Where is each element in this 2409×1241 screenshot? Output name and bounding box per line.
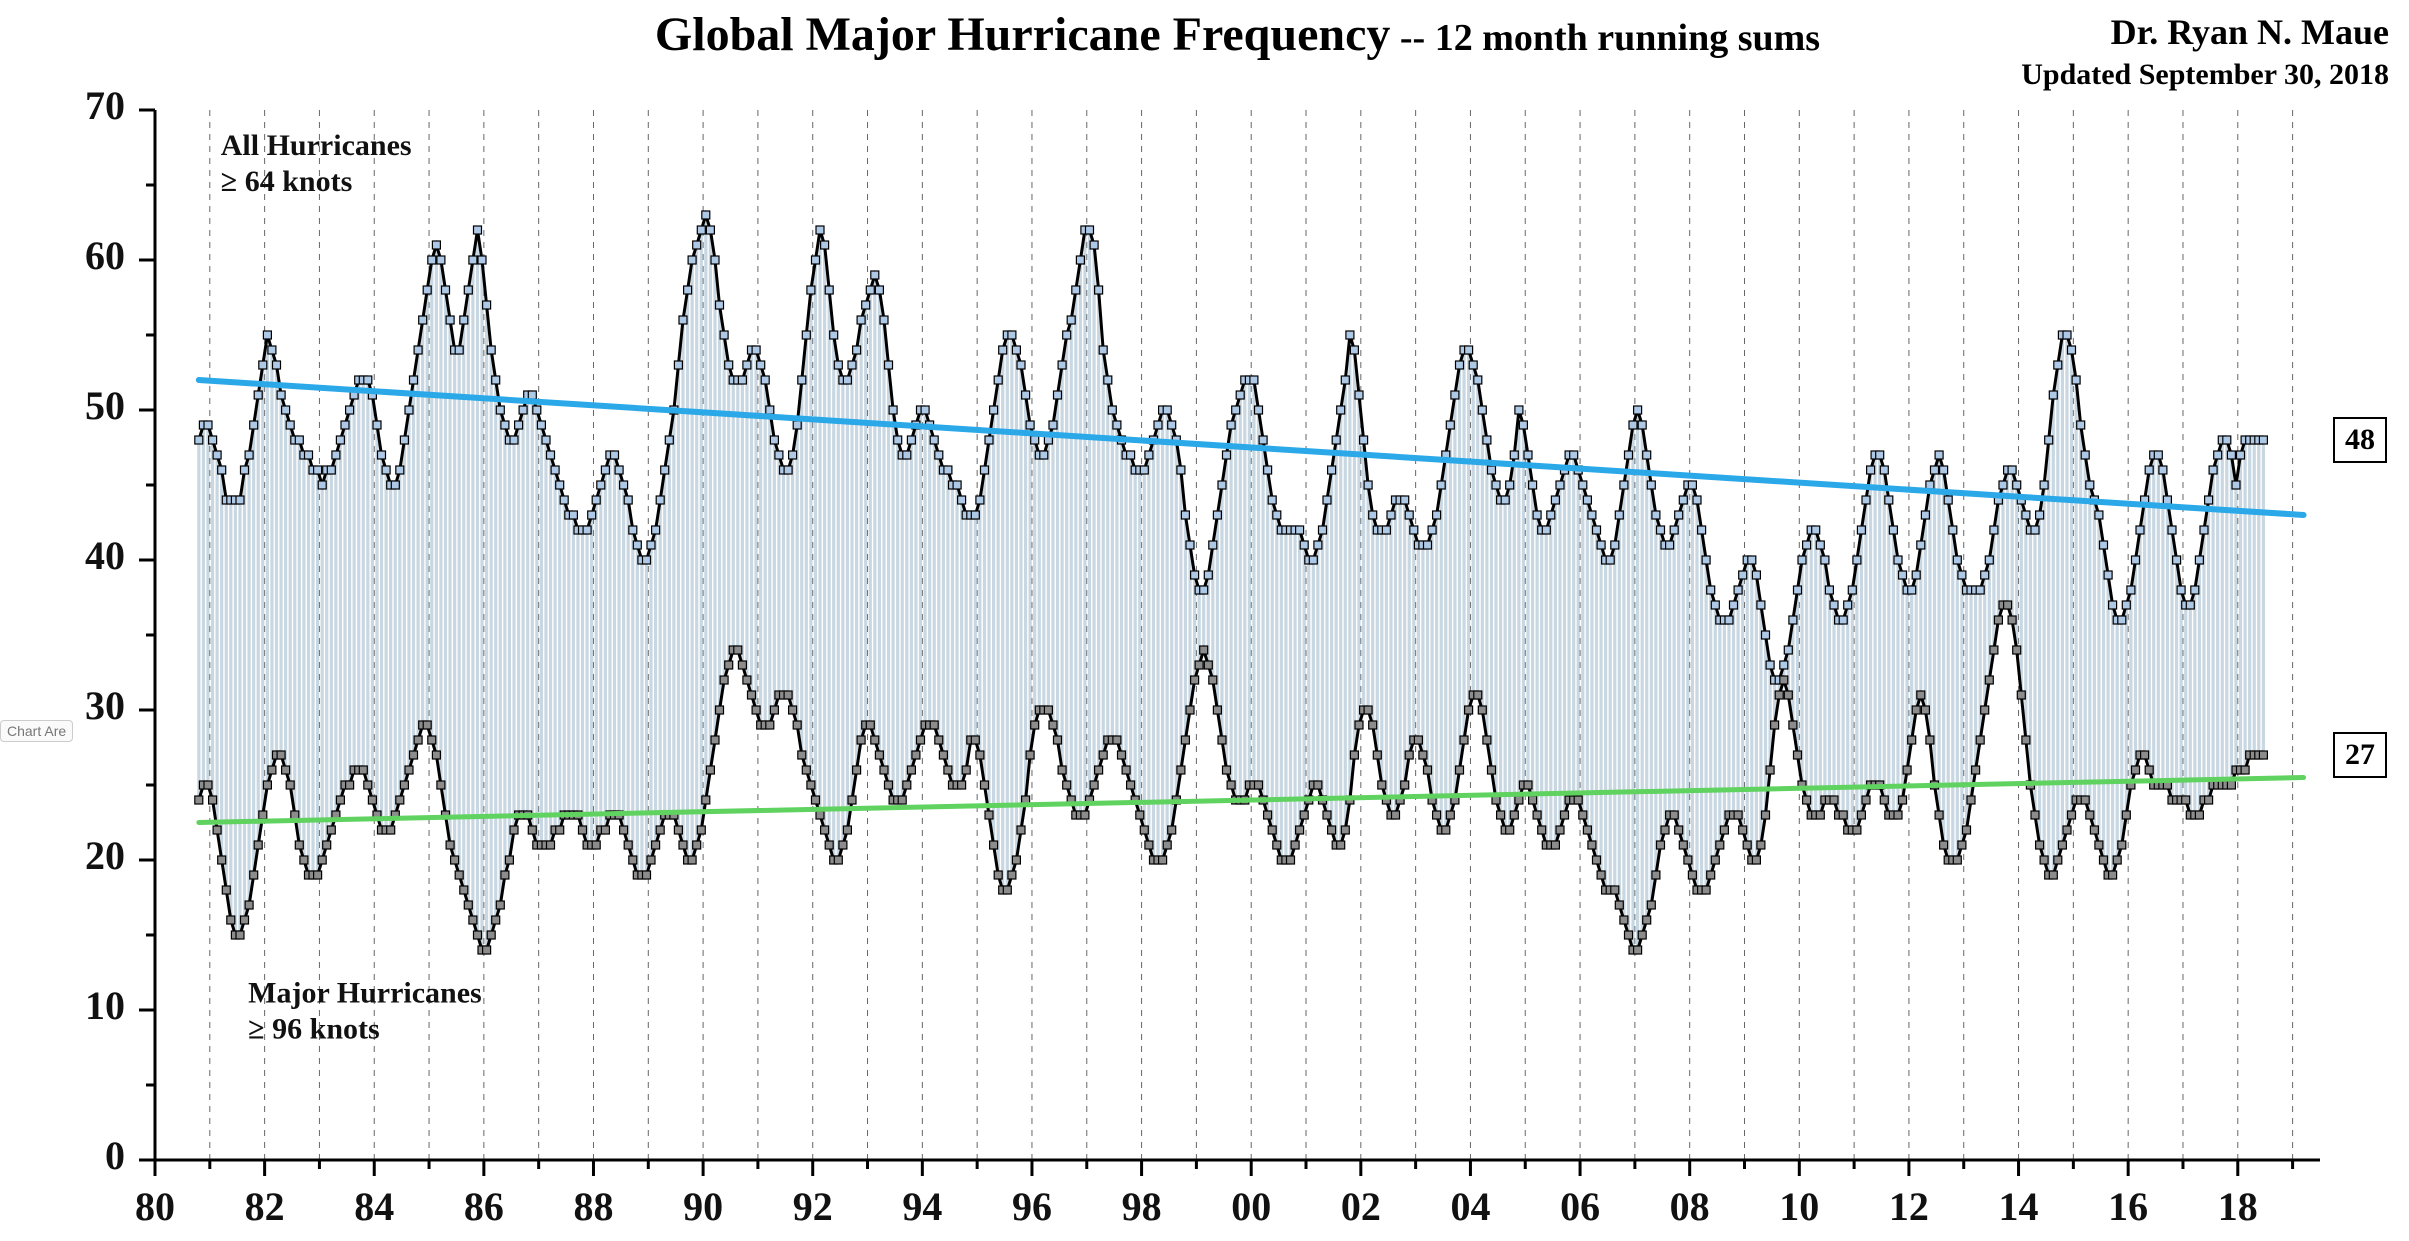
svg-text:48: 48 — [2345, 423, 2375, 456]
x-tick-label: 16 — [2108, 1184, 2148, 1229]
x-tick-label: 98 — [1122, 1184, 1162, 1229]
x-tick-label: 02 — [1341, 1184, 1381, 1229]
x-tick-label: 06 — [1560, 1184, 1600, 1229]
svg-text:All Hurricanes: All Hurricanes — [221, 129, 412, 162]
y-tick-label: 60 — [85, 233, 125, 278]
x-tick-label: 18 — [2218, 1184, 2258, 1229]
y-tick-label: 20 — [85, 833, 125, 878]
x-tick-label: 96 — [1012, 1184, 1052, 1229]
x-tick-label: 04 — [1450, 1184, 1490, 1229]
end-label-major: 27 — [2334, 733, 2386, 777]
author-label: Dr. Ryan N. Maue — [2111, 12, 2389, 52]
svg-text:≥ 96 knots: ≥ 96 knots — [248, 1013, 380, 1046]
y-tick-label: 0 — [105, 1133, 125, 1178]
chart-container: 0 10 20 30 40 50 60 70 80 82 84 86 88 90 92 94 96 98 00 02 0… — [0, 0, 2409, 1241]
end-label-all: 48 — [2334, 418, 2386, 462]
x-tick-label: 80 — [135, 1184, 175, 1229]
y-tick-label: 30 — [85, 683, 125, 728]
y-tick-label: 40 — [85, 533, 125, 578]
x-tick-label: 14 — [1999, 1184, 2039, 1229]
svg-text:Major Hurricanes: Major Hurricanes — [248, 977, 482, 1010]
y-tick-label: 70 — [85, 83, 125, 128]
y-tick-label: 10 — [85, 983, 125, 1028]
x-tick-label: 92 — [793, 1184, 833, 1229]
updated-label: Updated September 30, 2018 — [2021, 58, 2389, 91]
x-tick-label: 82 — [245, 1184, 285, 1229]
hurricane-frequency-chart: 0 10 20 30 40 50 60 70 80 82 84 86 88 90 92 94 96 98 00 02 0… — [0, 0, 2409, 1241]
x-tick-label: 12 — [1889, 1184, 1929, 1229]
y-tick-label: 50 — [85, 383, 125, 428]
chart-area-widget: Chart Are — [0, 720, 73, 742]
svg-text:≥ 64 knots: ≥ 64 knots — [221, 165, 353, 198]
x-tick-label: 84 — [354, 1184, 394, 1229]
x-tick-label: 86 — [464, 1184, 504, 1229]
x-tick-label: 90 — [683, 1184, 723, 1229]
x-tick-label: 10 — [1779, 1184, 1819, 1229]
x-tick-label: 94 — [902, 1184, 942, 1229]
x-tick-label: 08 — [1670, 1184, 1710, 1229]
x-tick-label: 88 — [573, 1184, 613, 1229]
svg-text:27: 27 — [2345, 738, 2375, 771]
x-tick-label: 00 — [1231, 1184, 1271, 1229]
